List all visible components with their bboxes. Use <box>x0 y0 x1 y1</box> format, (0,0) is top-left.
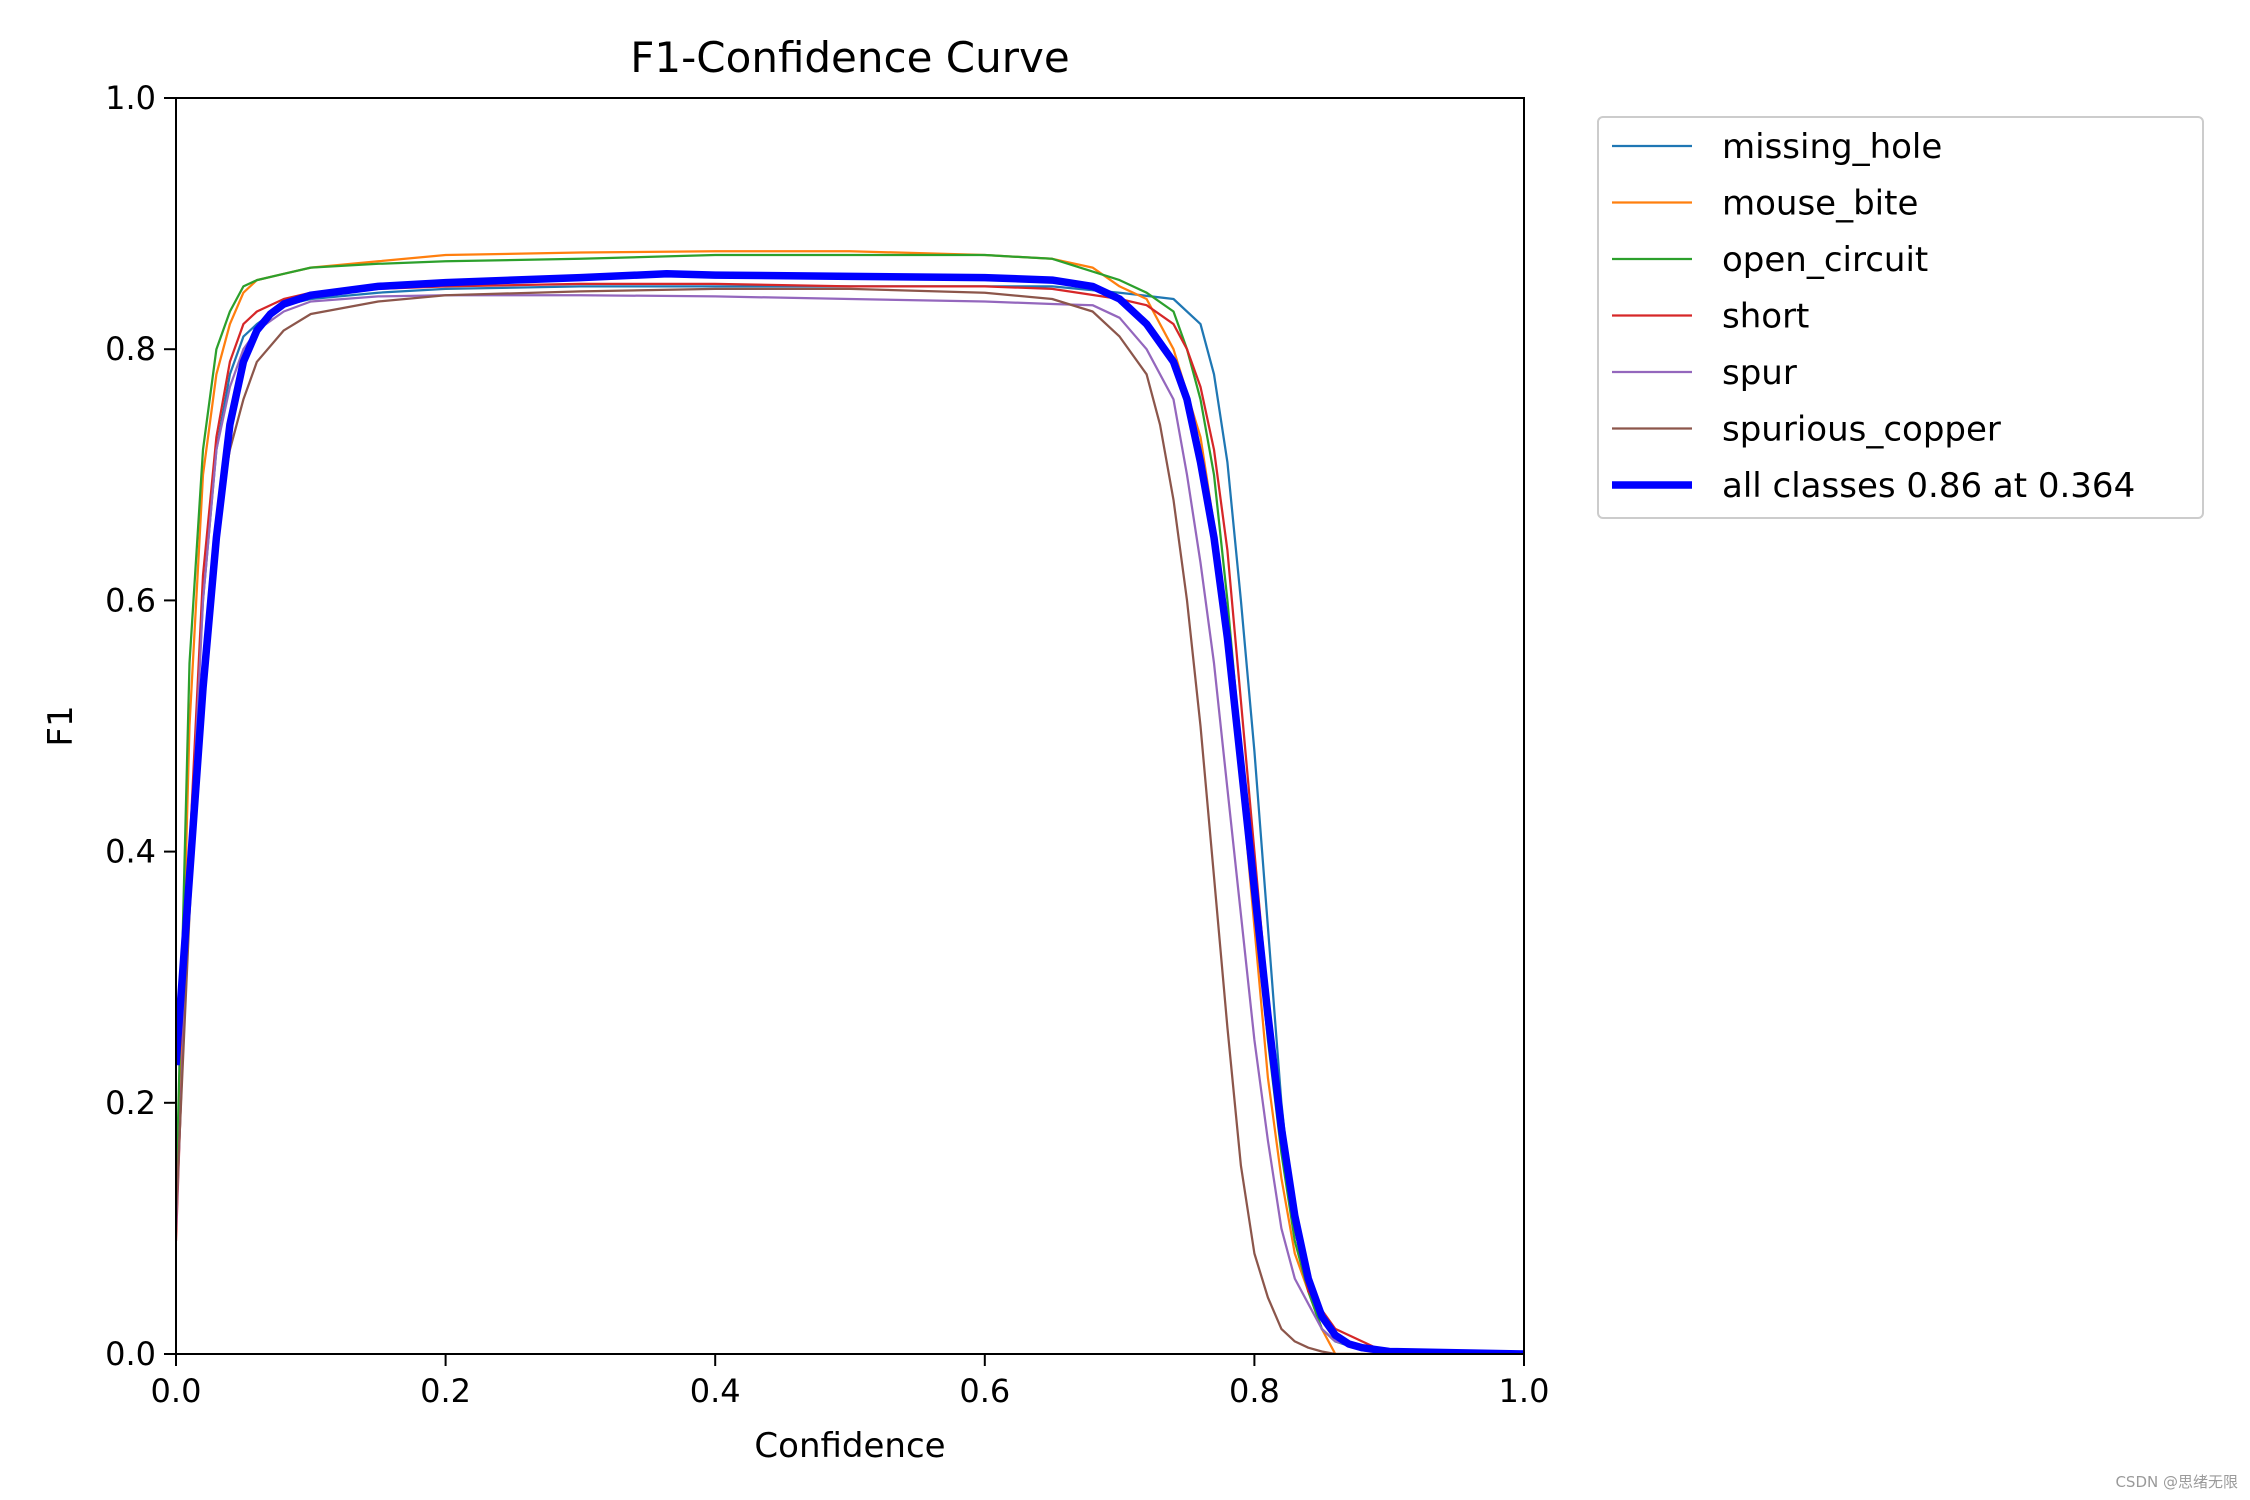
legend-frame <box>1597 116 2204 519</box>
y-axis-label: F1 <box>41 705 81 746</box>
legend-label: mouse_bite <box>1722 184 1918 224</box>
chart-title: F1-Confidence Curve <box>630 33 1069 82</box>
legend-label: short <box>1722 297 1809 337</box>
legend-label: spurious_copper <box>1722 410 2001 450</box>
x-axis: 0.0 0.2 0.4 0.6 0.8 1.0 <box>151 1354 1550 1410</box>
legend-label: missing_hole <box>1722 127 1942 167</box>
y-tick-label: 0.6 <box>105 581 156 619</box>
plot-frame <box>175 97 1525 1355</box>
x-tick-label: 0.2 <box>420 1372 471 1410</box>
legend-label: all classes 0.86 at 0.364 <box>1722 466 2135 506</box>
x-tick-label: 0.8 <box>1229 1372 1280 1410</box>
series-line-open-circuit <box>176 253 1524 1354</box>
watermark: CSDN @思绪无限 <box>2115 1473 2238 1491</box>
y-tick-label: 0.2 <box>105 1084 156 1122</box>
x-axis-label: Confidence <box>754 1426 945 1466</box>
y-tick-label: 0.0 <box>105 1335 156 1373</box>
y-axis: 0.0 0.2 0.4 0.6 0.8 1.0 <box>105 79 176 1373</box>
legend-label: spur <box>1722 353 1797 393</box>
series-line-all-classes-0-86-at-0-364 <box>176 270 1524 1354</box>
x-tick-label: 0.6 <box>959 1372 1010 1410</box>
y-tick-label: 0.8 <box>105 330 156 368</box>
series-line-spurious-copper <box>176 287 1524 1354</box>
legend-label: open_circuit <box>1722 240 1928 280</box>
y-tick-label: 0.4 <box>105 833 156 871</box>
plot-area <box>175 97 1525 1355</box>
x-tick-label: 0.4 <box>690 1372 741 1410</box>
x-tick-label: 0.0 <box>151 1372 202 1410</box>
series-layer <box>176 250 1524 1354</box>
x-tick-label: 1.0 <box>1499 1372 1550 1410</box>
y-tick-label: 1.0 <box>105 79 156 117</box>
series-line-mouse-bite <box>176 250 1524 1354</box>
